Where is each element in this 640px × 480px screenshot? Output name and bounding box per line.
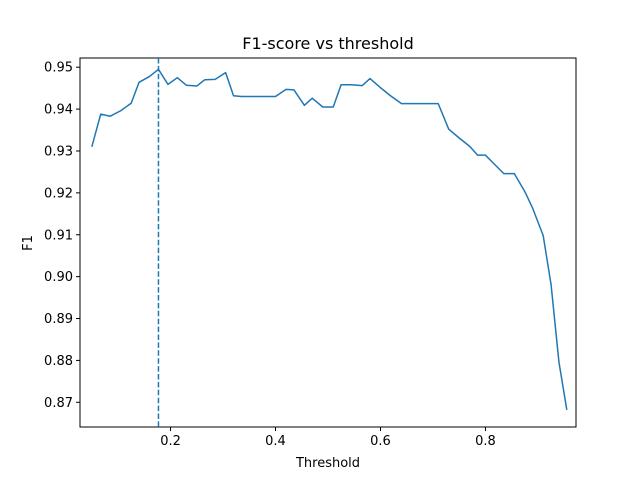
- x-tick-label: 0.8: [475, 434, 496, 449]
- x-tick-label: 0.6: [370, 434, 391, 449]
- x-tick-label: 0.4: [265, 434, 286, 449]
- f1-series-line: [91, 68, 568, 410]
- x-tick-label: 0.2: [160, 434, 181, 449]
- y-tick-label: 0.95: [44, 61, 73, 76]
- chart-title: F1-score vs threshold: [242, 34, 413, 53]
- y-axis: 0.87 0.88 0.89 0.90 0.91 0.92 0.93 0.94 0.95: [44, 61, 80, 411]
- plot-frame: [79, 57, 577, 428]
- y-axis-label: F1: [21, 235, 36, 251]
- y-tick-label: 0.92: [44, 186, 73, 201]
- y-tick-label: 0.91: [44, 228, 73, 243]
- x-axis-label: Threshold: [295, 456, 360, 471]
- y-tick-label: 0.93: [44, 144, 73, 159]
- x-axis: 0.2 0.4 0.6 0.8: [160, 427, 496, 449]
- y-tick-label: 0.90: [44, 270, 73, 285]
- y-tick-label: 0.88: [44, 354, 73, 369]
- y-tick-label: 0.94: [44, 103, 73, 118]
- y-tick-label: 0.89: [44, 312, 73, 327]
- y-tick-label: 0.87: [44, 396, 73, 411]
